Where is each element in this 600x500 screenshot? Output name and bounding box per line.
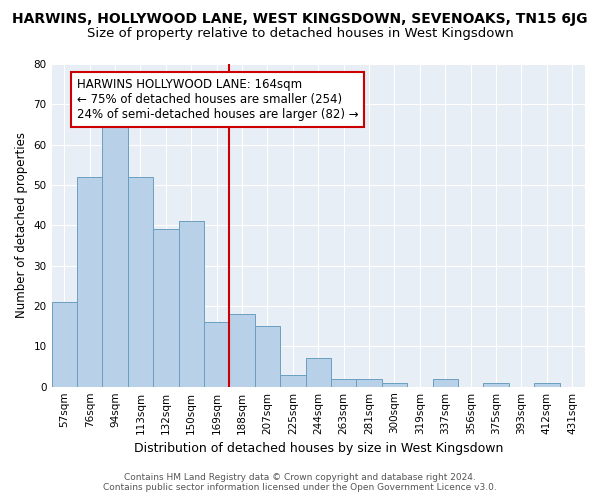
Text: Contains HM Land Registry data © Crown copyright and database right 2024.
Contai: Contains HM Land Registry data © Crown c… [103, 473, 497, 492]
Bar [484, 382, 509, 386]
Bar [52, 302, 77, 386]
Bar [433, 378, 458, 386]
Bar [229, 314, 255, 386]
Text: Size of property relative to detached houses in West Kingsdown: Size of property relative to detached ho… [86, 28, 514, 40]
Bar [77, 177, 103, 386]
Bar [255, 326, 280, 386]
Bar [153, 230, 179, 386]
Bar [128, 177, 153, 386]
Bar [179, 222, 204, 386]
X-axis label: Distribution of detached houses by size in West Kingsdown: Distribution of detached houses by size … [134, 442, 503, 455]
Y-axis label: Number of detached properties: Number of detached properties [15, 132, 28, 318]
Bar [534, 382, 560, 386]
Bar [331, 378, 356, 386]
Bar [204, 322, 229, 386]
Text: HARWINS, HOLLYWOOD LANE, WEST KINGSDOWN, SEVENOAKS, TN15 6JG: HARWINS, HOLLYWOOD LANE, WEST KINGSDOWN,… [12, 12, 588, 26]
Bar [280, 374, 305, 386]
Text: HARWINS HOLLYWOOD LANE: 164sqm
← 75% of detached houses are smaller (254)
24% of: HARWINS HOLLYWOOD LANE: 164sqm ← 75% of … [77, 78, 359, 121]
Bar [103, 112, 128, 386]
Bar [382, 382, 407, 386]
Bar [356, 378, 382, 386]
Bar [305, 358, 331, 386]
